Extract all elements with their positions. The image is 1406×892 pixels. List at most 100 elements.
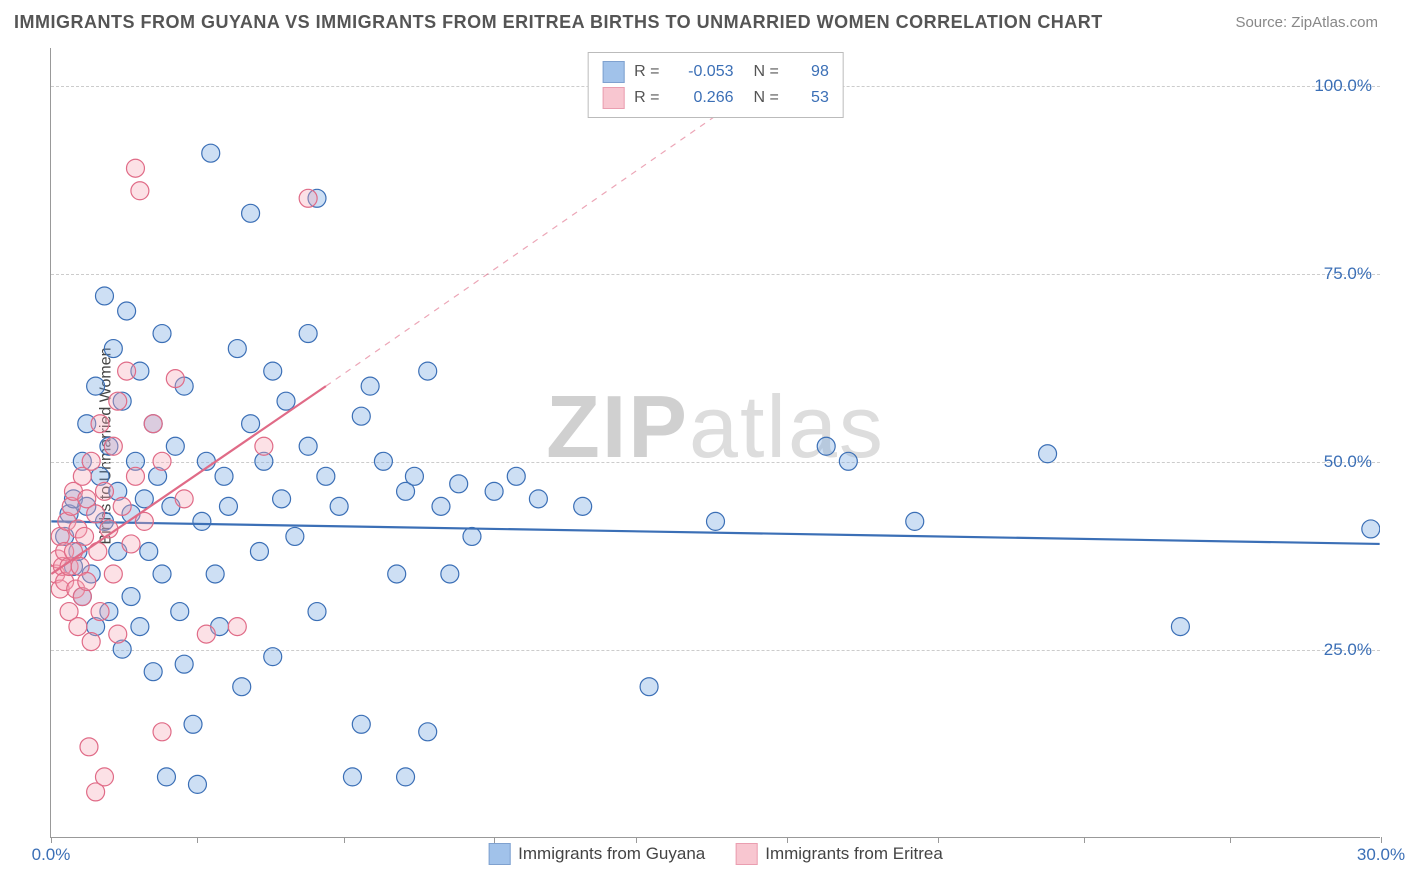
data-point <box>299 189 317 207</box>
source-label: Source: ZipAtlas.com <box>1235 14 1378 31</box>
data-point <box>485 482 503 500</box>
data-point <box>122 588 140 606</box>
data-point <box>184 715 202 733</box>
x-tick-mark <box>494 837 495 843</box>
data-point <box>286 527 304 545</box>
data-point <box>202 144 220 162</box>
data-point <box>529 490 547 508</box>
data-point <box>299 437 317 455</box>
data-point <box>175 490 193 508</box>
data-point <box>206 565 224 583</box>
data-point <box>574 497 592 515</box>
x-tick-label: 30.0% <box>1357 845 1405 865</box>
data-point <box>153 325 171 343</box>
data-point <box>118 362 136 380</box>
data-point <box>250 542 268 560</box>
data-point <box>277 392 295 410</box>
x-tick-mark <box>1084 837 1085 843</box>
data-point <box>215 467 233 485</box>
data-point <box>308 603 326 621</box>
data-point <box>109 625 127 643</box>
r-label: R = <box>634 59 659 85</box>
data-point <box>507 467 525 485</box>
data-point <box>419 362 437 380</box>
data-point <box>1362 520 1380 538</box>
data-point <box>171 603 189 621</box>
data-point <box>140 542 158 560</box>
data-point <box>80 738 98 756</box>
data-point <box>109 392 127 410</box>
data-point <box>153 723 171 741</box>
data-point <box>193 512 211 530</box>
data-point <box>361 377 379 395</box>
data-point <box>343 768 361 786</box>
r-label: R = <box>634 85 659 111</box>
data-point <box>419 723 437 741</box>
x-tick-mark <box>344 837 345 843</box>
data-point <box>219 497 237 515</box>
data-point <box>817 437 835 455</box>
data-point <box>1039 445 1057 463</box>
r-value-eritrea: 0.266 <box>670 85 734 111</box>
data-point <box>188 775 206 793</box>
legend-swatch-guyana <box>488 843 510 865</box>
data-point <box>126 159 144 177</box>
data-point <box>118 302 136 320</box>
chart-title: IMMIGRANTS FROM GUYANA VS IMMIGRANTS FRO… <box>14 12 1103 33</box>
data-point <box>906 512 924 530</box>
data-point <box>87 505 105 523</box>
series-legend: Immigrants from Guyana Immigrants from E… <box>488 843 943 865</box>
legend-label-guyana: Immigrants from Guyana <box>518 844 705 864</box>
data-point <box>273 490 291 508</box>
scatter-svg <box>51 48 1380 837</box>
data-point <box>82 452 100 470</box>
legend-swatch-eritrea <box>735 843 757 865</box>
data-point <box>264 648 282 666</box>
x-tick-mark <box>1381 837 1382 843</box>
data-point <box>166 370 184 388</box>
x-tick-mark <box>197 837 198 843</box>
data-point <box>242 204 260 222</box>
data-point <box>104 340 122 358</box>
stats-legend-row-guyana: R = -0.053 N = 98 <box>602 59 829 85</box>
n-value-guyana: 98 <box>789 59 829 85</box>
data-point <box>242 415 260 433</box>
r-value-guyana: -0.053 <box>670 59 734 85</box>
data-point <box>126 467 144 485</box>
swatch-guyana <box>602 61 624 83</box>
data-point <box>95 768 113 786</box>
data-point <box>317 467 335 485</box>
data-point <box>153 565 171 583</box>
x-tick-mark <box>938 837 939 843</box>
data-point <box>640 678 658 696</box>
n-value-eritrea: 53 <box>789 85 829 111</box>
data-point <box>175 655 193 673</box>
data-point <box>95 482 113 500</box>
data-point <box>144 663 162 681</box>
data-point <box>82 633 100 651</box>
data-point <box>388 565 406 583</box>
data-point <box>228 618 246 636</box>
data-point <box>166 437 184 455</box>
data-point <box>131 182 149 200</box>
data-point <box>839 452 857 470</box>
data-point <box>91 603 109 621</box>
data-point <box>352 715 370 733</box>
data-point <box>233 678 251 696</box>
data-point <box>441 565 459 583</box>
data-point <box>450 475 468 493</box>
data-point <box>299 325 317 343</box>
chart-plot-area: ZIPatlas R = -0.053 N = 98 R = 0.266 N =… <box>50 48 1380 838</box>
data-point <box>95 287 113 305</box>
data-point <box>397 768 415 786</box>
x-tick-mark <box>51 837 52 843</box>
data-point <box>131 618 149 636</box>
x-tick-label: 0.0% <box>32 845 71 865</box>
data-point <box>374 452 392 470</box>
data-point <box>157 768 175 786</box>
x-tick-mark <box>787 837 788 843</box>
data-point <box>87 377 105 395</box>
data-point <box>463 527 481 545</box>
data-point <box>69 618 87 636</box>
x-tick-mark <box>1230 837 1231 843</box>
